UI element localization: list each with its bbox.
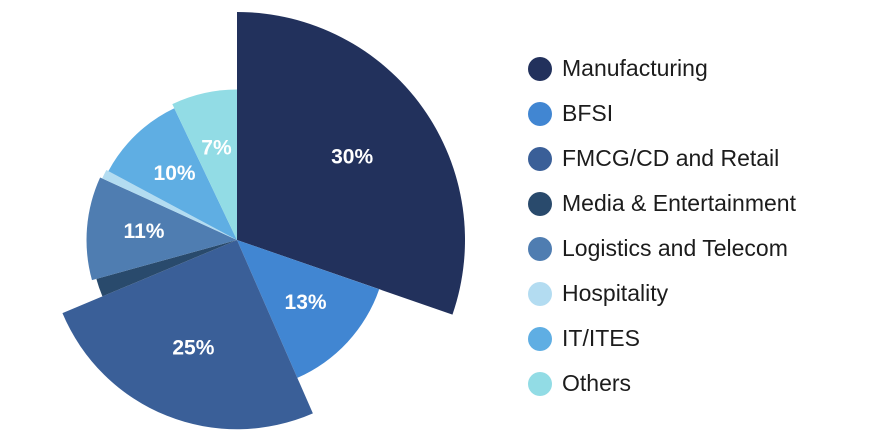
legend-item-others: Others <box>528 361 796 406</box>
pie-slice-hospitality <box>102 170 237 240</box>
legend-item-bfsi: BFSI <box>528 91 796 136</box>
pie-slice-fmcg-cd-and-retail <box>62 240 313 430</box>
legend-swatch-hospitality <box>528 281 552 306</box>
legend-swatch-media-entertainment <box>528 191 552 216</box>
legend-swatch-logistics-and-telecom <box>528 236 552 261</box>
slice-label-bfsi: 13% <box>285 291 327 314</box>
legend-label-fmcg-cd-and-retail: FMCG/CD and Retail <box>562 145 780 171</box>
pie-slices <box>62 12 465 430</box>
legend-item-fmcg-cd-and-retail: FMCG/CD and Retail <box>528 136 796 181</box>
legend-item-it-ites: IT/ITES <box>528 316 796 361</box>
legend-label-media-entertainment: Media & Entertainment <box>562 190 796 216</box>
slice-label-fmcg-cd-and-retail: 25% <box>172 336 214 359</box>
legend-label-logistics-and-telecom: Logistics and Telecom <box>562 235 788 261</box>
pie-chart: 30% 13% 25% 11% 10% 7% <box>62 12 465 430</box>
pie-slice-media-entertainment <box>96 240 237 297</box>
legend-swatch-fmcg-cd-and-retail <box>528 146 552 171</box>
legend-swatch-others <box>528 371 552 396</box>
pie-slice-logistics-and-telecom <box>86 177 238 281</box>
legend-label-it-ites: IT/ITES <box>562 325 640 351</box>
legend-label-manufacturing: Manufacturing <box>562 55 708 81</box>
legend-label-hospitality: Hospitality <box>562 280 669 306</box>
legend-swatch-bfsi <box>528 101 552 126</box>
pie-slice-manufacturing <box>237 12 465 315</box>
pie-slice-labels: 30% 13% 25% 11% 10%7% <box>124 137 374 360</box>
slice-label-logistics-and-telecom: 11% <box>124 220 165 243</box>
pie-chart-svg: 30% 13% 25% 11% 10%7% <box>62 12 465 430</box>
pie-slice-it-ites <box>108 108 237 240</box>
legend-item-logistics-and-telecom: Logistics and Telecom <box>528 226 796 271</box>
legend-item-media-entertainment: Media & Entertainment <box>528 181 796 226</box>
legend-item-manufacturing: Manufacturing <box>528 46 796 91</box>
slice-label-it-ites: 10% <box>154 162 196 185</box>
chart-legend: Manufacturing BFSI FMCG/CD and Retail Media… <box>528 46 796 406</box>
pie-slice-bfsi <box>237 240 380 378</box>
legend-item-hospitality: Hospitality <box>528 271 796 316</box>
pie-slice-others <box>172 89 237 241</box>
slice-label-manufacturing: 30% <box>331 146 373 169</box>
legend-label-bfsi: BFSI <box>562 100 614 126</box>
legend-label-others: Others <box>562 370 632 396</box>
legend-swatch-it-ites <box>528 326 552 351</box>
slice-label-others: 7% <box>201 137 232 160</box>
legend-swatch-manufacturing <box>528 56 552 81</box>
